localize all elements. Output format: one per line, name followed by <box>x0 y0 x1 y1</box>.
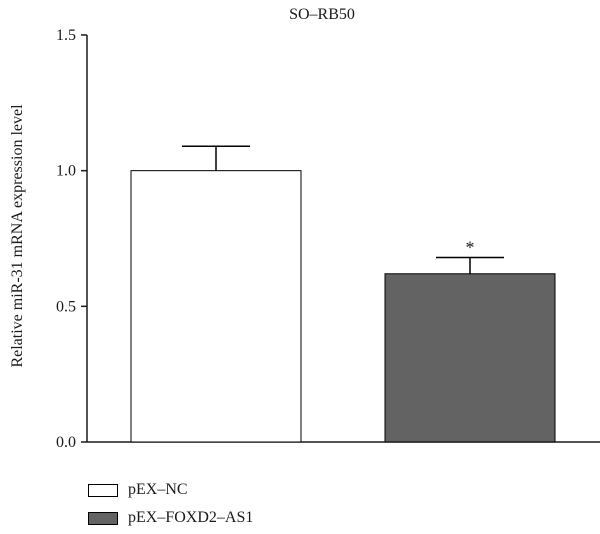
y-axis-label: Relative miR-31 mRNA expression level <box>9 104 26 368</box>
bar-chart: SO–RB50 Relative miR-31 mRNA expression … <box>9 6 600 451</box>
legend-swatch-pex-nc <box>88 483 118 497</box>
y-tick-label: 1.5 <box>56 27 76 44</box>
y-tick-label: 0.5 <box>56 298 76 315</box>
legend-item-pex-foxd2-as1: pEX–FOXD2–AS1 <box>88 506 253 530</box>
legend: pEX–NC pEX–FOXD2–AS1 <box>88 478 253 534</box>
legend-item-pex-nc: pEX–NC <box>88 478 253 502</box>
chart-title: SO–RB50 <box>289 6 355 23</box>
bar-2 <box>384 273 556 443</box>
significance-marker: * <box>466 237 475 257</box>
y-tick-label: 0.0 <box>56 434 76 451</box>
bar-1 <box>130 170 302 443</box>
legend-swatch-pex-foxd2-as1 <box>88 511 118 525</box>
legend-label-pex-nc: pEX–NC <box>128 481 188 498</box>
legend-label-pex-foxd2-as1: pEX–FOXD2–AS1 <box>128 509 254 526</box>
y-tick-label: 1.0 <box>56 163 76 180</box>
